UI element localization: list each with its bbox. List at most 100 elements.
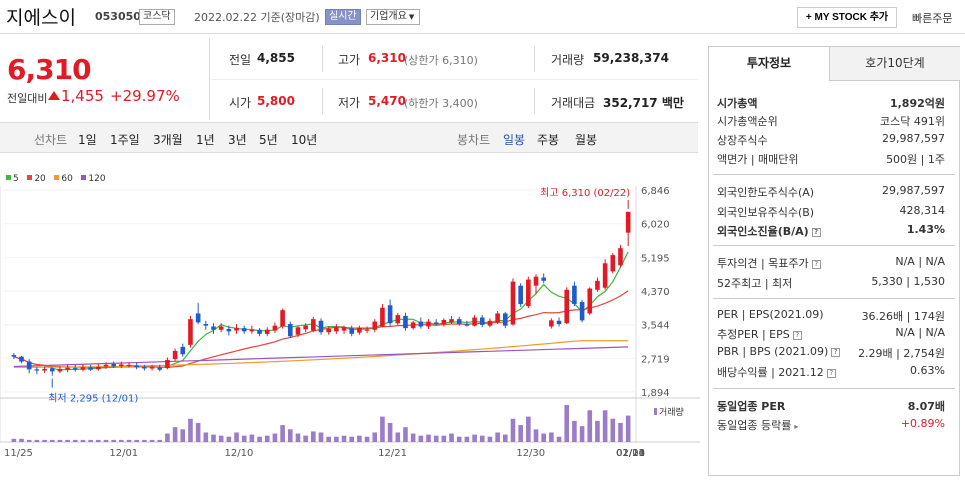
volume-bar [241,435,247,442]
volume-bar [564,405,570,442]
volume-bar [65,439,70,442]
candle-body [72,368,78,370]
company-info-dropdown[interactable]: 기업개요 ▼ [366,9,420,25]
invest-panel: 투자정보 호가10단계 시가총액 1,892억원 시가총액순위 코스닥 491위 상… [708,46,960,476]
info-icon[interactable]: ? [792,331,802,340]
volume-bar [72,439,78,442]
period-daily[interactable]: 일봉 [503,133,526,147]
low-value: 5,470 [368,94,406,108]
candle-body [502,313,508,326]
ma-120-line [13,346,629,368]
volume-bar [464,436,470,442]
candle-body [472,317,477,326]
candle-body [234,328,239,331]
candle-body [426,321,431,327]
candle-chart-svg: 6,846 6,020 5,195 4,370 3,544 2,719 1,894 최고 6,… [0,186,700,459]
market-badge: 코스닥 [139,9,175,25]
candle-body [65,367,70,370]
candle-chart-label: 봉차트 [457,133,491,147]
y-tick-label: 4,370 [641,287,670,298]
tab-orderbook[interactable]: 호가10단계 [830,47,960,81]
quick-order-link[interactable]: 빠른주문 [912,12,953,25]
volume-bar [234,432,239,442]
candle-body [42,368,47,371]
line-chart-label: 선차트 [34,133,68,147]
live-button[interactable]: 실시간 [325,9,361,25]
add-mystock-button[interactable]: + MY STOCK 추가 [797,7,897,28]
volume-bar [272,433,278,442]
volume-bar [165,433,170,442]
candle-body [625,211,631,233]
volume-bar [326,436,331,442]
volume-bar [579,426,585,442]
company-info-label: 기업개요 [370,11,407,22]
volume-bar [456,436,462,442]
candle-body [134,365,140,368]
candle-body [226,328,232,332]
volume-bar [42,439,47,442]
x-tick-label: 02/03 [616,448,645,459]
volume-bar [280,425,285,442]
candle-body [111,364,116,367]
period-1d[interactable]: 1일 [78,133,97,147]
candle-body [103,364,109,367]
ma-legend-120: 120 [81,174,106,184]
candle-body [526,279,531,307]
change-percent: +29.97% [110,87,180,105]
period-3m[interactable]: 3개월 [153,133,183,147]
stock-code: 053050 [95,10,141,23]
volume-bar [572,420,577,442]
volume-bar [57,439,63,442]
candle-body [380,307,385,327]
period-1y[interactable]: 1년 [196,133,215,147]
y-tick-label: 6,020 [641,220,670,231]
volume-bar [510,418,516,442]
period-3y[interactable]: 3년 [228,133,247,147]
volume-bar [218,435,224,442]
period-weekly[interactable]: 주봉 [537,133,560,147]
period-10y[interactable]: 10년 [291,133,318,147]
x-tick-label: 12/01 [109,448,138,459]
volume-legend-label: 거래량 [659,406,684,418]
foreign-limit-row: 외국인한도주식수(A) 29,987,597 [717,184,945,199]
period-monthly[interactable]: 월봉 [575,133,598,147]
candle-body [57,368,63,372]
info-icon[interactable]: ? [811,260,821,269]
candle-body [264,329,270,334]
amount-value: 352,717 백만 [603,96,684,110]
candle-body [441,319,447,325]
min-price-annotation: 최저 2,295 (12/01) [48,393,138,405]
volume-bar [126,439,132,442]
info-icon[interactable]: ? [831,348,841,357]
candle-body [495,313,500,323]
volume-bar [502,434,508,442]
volume-bar [188,418,193,442]
candle-body [618,248,623,266]
tab-invest-info[interactable]: 투자정보 [709,47,830,81]
period-1w[interactable]: 1주일 [110,133,140,147]
info-icon[interactable]: ? [811,228,821,237]
x-tick-label: 11/25 [4,448,33,459]
y-tick-label: 1,894 [641,388,670,399]
dividend-row: 배당수익률 | 2021.12? 0.63% [717,364,945,379]
x-tick-label: 01/20 [616,448,645,459]
y-tick-label: 2,719 [641,354,670,365]
low-label: 저가 [338,96,361,110]
candle-body [533,276,539,286]
candle-body [19,356,24,362]
candle-body [602,263,608,288]
volume-bar [203,432,209,442]
ma-5-line [13,251,629,371]
candle-body [80,367,86,370]
candle-body [49,368,55,372]
change-value: 1,455 [61,87,104,105]
volume-bar [357,435,362,442]
chevron-right-icon[interactable]: ▸ [794,422,799,431]
period-5y[interactable]: 5년 [259,133,278,147]
volume-bar [433,435,439,442]
candle-body [88,367,93,370]
volume-bar [487,436,493,442]
info-icon[interactable]: ? [826,369,836,378]
volume-bar [211,434,216,442]
candle-chart[interactable]: 6,846 6,020 5,195 4,370 3,544 2,719 1,894 최고 6,… [0,160,700,480]
